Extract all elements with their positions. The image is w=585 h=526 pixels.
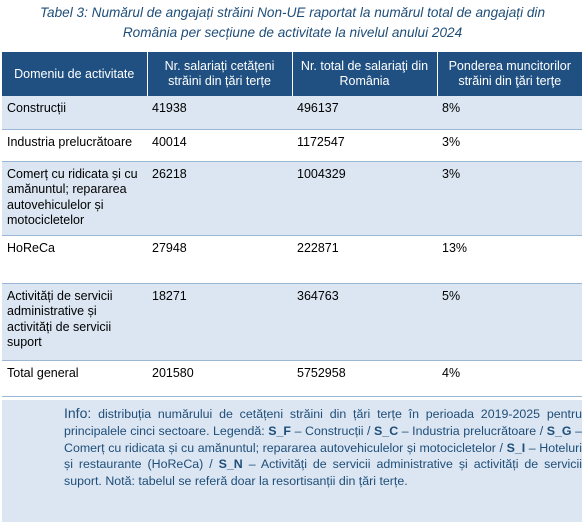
cell-foreign: 26218 (147, 161, 292, 236)
info-text: Info: distribuția numărului de cetățeni … (64, 405, 582, 490)
cell-foreign: 18271 (147, 283, 292, 361)
header-foreign-employees: Nr. salariați cetățeni străini din țări … (147, 52, 293, 96)
cell-foreign: 27948 (147, 235, 292, 284)
header-total-employees: Nr. total de salariaţi din România (292, 52, 438, 96)
legend-code: S_G (546, 423, 572, 438)
cell-domain: Industria prelucrătoare (2, 129, 147, 162)
cell-domain: Construcții (2, 96, 147, 130)
legend-desc: – Activități de servicii administrative … (64, 457, 582, 489)
data-table: Domeniu de activitate Nr. salariați cetă… (2, 52, 582, 397)
table-row: Construcții 41938 496137 8% (2, 96, 582, 130)
header-share: Ponderea muncitorilor străini din ţări t… (437, 52, 582, 96)
cell-share: 5% (437, 283, 582, 361)
cell-foreign: 41938 (147, 96, 292, 130)
cell-share: 3% (437, 161, 582, 236)
cell-total: 1004329 (292, 161, 437, 236)
cell-total: 5752958 (292, 360, 437, 397)
legend-code: S_I (506, 440, 526, 455)
info-label: Info: (64, 405, 92, 421)
legend-code: S_C (374, 423, 399, 438)
cell-share: 8% (437, 96, 582, 130)
cell-share: 13% (437, 235, 582, 284)
table-row: Industria prelucrătoare 40014 1172547 3% (2, 129, 582, 162)
cell-share: 4% (437, 360, 582, 397)
caption-line-1: Tabel 3: Numărul de angajați străini Non… (39, 5, 546, 20)
legend-desc: – Construcții / (294, 423, 371, 438)
legend-code: S_F (268, 423, 292, 438)
info-box (2, 400, 582, 522)
caption-line-2: România per secțiune de activitate la ni… (122, 25, 463, 40)
cell-domain: Total general (2, 360, 147, 397)
table-row: Activități de servicii administrative și… (2, 283, 582, 361)
cell-total: 364763 (292, 283, 437, 361)
cell-domain: HoReCa (2, 235, 147, 284)
cell-total: 496137 (292, 96, 437, 130)
table-header-row: Domeniu de activitate Nr. salariați cetă… (2, 52, 582, 96)
cell-total: 1172547 (292, 129, 437, 162)
legend-desc: – Industria prelucrătoare / (401, 423, 544, 438)
cell-domain: Activități de servicii administrative și… (2, 283, 147, 361)
table-row: Comerț cu ridicata și cu amănuntul; repa… (2, 161, 582, 236)
cell-foreign: 201580 (147, 360, 292, 397)
legend-code: S_N (218, 457, 243, 472)
info-intro: distribuția numărului de cetățeni străin… (64, 407, 582, 438)
cell-foreign: 40014 (147, 129, 292, 162)
table-row-total: Total general 201580 5752958 4% (2, 360, 582, 397)
legend-desc: – Hoteluri și restaurante (HoReCa) / (64, 440, 582, 472)
table-row: HoReCa 27948 222871 13% (2, 235, 582, 284)
cell-domain: Comerț cu ridicata și cu amănuntul; repa… (2, 161, 147, 236)
table-caption: Tabel 3: Numărul de angajați străini Non… (0, 3, 585, 43)
legend-desc: – Comerț cu ridicata și cu amănuntul; re… (64, 423, 582, 455)
header-domain: Domeniu de activitate (2, 52, 148, 96)
cell-share: 3% (437, 129, 582, 162)
cell-total: 222871 (292, 235, 437, 284)
info-note: Notă: tabelul se referă doar la resortis… (105, 474, 408, 489)
